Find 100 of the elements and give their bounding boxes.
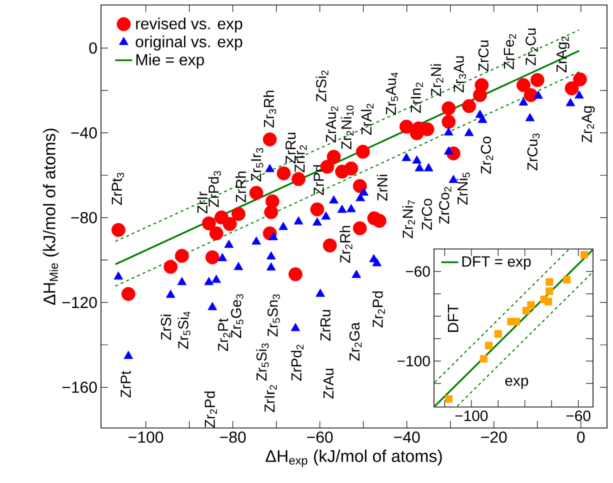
y-tick-label: 0 <box>89 42 97 54</box>
point <box>352 270 362 278</box>
annotation: ZrAu <box>324 368 334 399</box>
point <box>524 88 538 102</box>
annotation: ZrNi <box>376 174 388 201</box>
annotation: ZrIr$_{2}$ <box>264 385 277 412</box>
y-tick-label: −80 <box>71 212 97 224</box>
point <box>346 204 356 212</box>
point <box>478 114 488 123</box>
point <box>544 298 552 306</box>
annotation: Zr$_{5}$Si$_{3}$ <box>256 343 269 381</box>
annotation: ZrAu$_{2}$ <box>326 106 338 142</box>
point <box>534 90 543 99</box>
point <box>546 278 554 286</box>
annotation: Zr$_{2}$Ni$_{10}$ <box>340 105 354 150</box>
annotation: Zr$_{3}$Rh <box>263 90 276 128</box>
y-tick-label: −160 <box>62 382 97 393</box>
annotation: Zr$_{3}$Au <box>454 56 466 92</box>
point <box>316 288 325 297</box>
annotation: ZrCu$_{3}$ <box>527 134 540 170</box>
point <box>164 260 178 274</box>
point <box>312 217 322 226</box>
point <box>546 287 554 295</box>
y-axis-title: ΔH$_{Mie}$ (kJ/mol of atoms) <box>42 128 59 305</box>
point <box>205 250 220 264</box>
annotation: ZrNi$_{5}$ <box>457 172 470 205</box>
point <box>124 350 134 359</box>
annotation: Zr$_{2}$Pd <box>372 291 385 328</box>
point <box>278 222 288 230</box>
point <box>121 287 136 301</box>
point <box>204 276 214 286</box>
annotation: ZrPt$_{3}$ <box>112 172 124 205</box>
point <box>222 217 237 231</box>
point <box>174 248 189 263</box>
x-axis-title: exp <box>505 378 528 389</box>
annotation: Zr$_{2}$Ni$_{7}$ <box>402 200 415 238</box>
point <box>530 73 544 88</box>
annotation: ZrRh <box>235 172 246 202</box>
x-tick-label: 0 <box>577 432 585 443</box>
annotation: Zr$_{5}$Sn$_{3}$ <box>268 294 280 337</box>
point <box>573 72 588 86</box>
annotation: ZrPd$_{3}$ <box>208 171 221 208</box>
point <box>208 302 218 310</box>
annotation: ZrRu <box>320 310 331 341</box>
annotation: ZrPd$_{2}$ <box>290 344 304 381</box>
point <box>352 221 367 236</box>
annotation: ZrSi <box>160 314 172 340</box>
annotation: Zr$_{5}$Au$_{4}$ <box>386 72 398 115</box>
point <box>563 276 571 284</box>
point <box>442 114 456 129</box>
y-tick-label: −120 <box>62 296 97 308</box>
point <box>326 150 341 164</box>
x-tick-label: −100 <box>128 432 164 443</box>
point <box>462 99 476 114</box>
point <box>566 98 576 106</box>
point <box>574 90 584 99</box>
point <box>444 395 452 403</box>
annotation: Zr$_{2}$Cu <box>526 28 538 66</box>
point <box>474 78 489 92</box>
annotation: Zr$_{5}$Ge$_{3}$ <box>231 294 244 338</box>
point <box>114 271 124 280</box>
point <box>402 152 412 162</box>
legend-label: Mie = exp <box>136 54 204 69</box>
point <box>265 194 280 208</box>
point <box>294 216 304 224</box>
point <box>525 113 535 122</box>
annotation: ZrCo$_{2}$ <box>439 187 452 224</box>
point <box>266 251 276 260</box>
point <box>580 251 588 259</box>
x-tick-label: −40 <box>394 432 420 443</box>
point <box>518 97 528 106</box>
annotation: ZrCo <box>422 198 432 230</box>
point <box>480 355 488 363</box>
point <box>111 222 126 237</box>
annotation: Zr$_{2}$Ni <box>430 64 444 96</box>
point <box>177 276 187 286</box>
x-tick-label: −60 <box>307 432 333 443</box>
annotation: ZrSi$_{2}$ <box>316 70 328 102</box>
point <box>527 301 535 309</box>
point <box>218 252 228 262</box>
annotation: ZrAg$_{2}$ <box>556 36 570 72</box>
annotation: Zr$_{5}$Ir$_{3}$ <box>251 148 264 182</box>
x-tick-label: −20 <box>481 432 507 443</box>
point <box>322 238 337 252</box>
annotation: ZrCu <box>478 40 489 72</box>
annotation: ZrIr <box>197 192 208 214</box>
point <box>232 207 246 222</box>
annotation: ZrRu <box>286 132 296 164</box>
point <box>234 262 244 270</box>
point <box>265 164 274 172</box>
annotation: Zr$_{2}$Rh <box>340 226 352 263</box>
annotation: ZrPt <box>120 370 131 398</box>
annotation: Zr$_{2}$Pt <box>218 318 230 352</box>
point <box>252 236 262 245</box>
point <box>359 187 368 196</box>
point <box>212 274 221 283</box>
point <box>399 120 414 134</box>
point <box>372 214 386 228</box>
annotation: Zr$_{2}$Co <box>480 136 494 174</box>
point <box>310 202 324 216</box>
